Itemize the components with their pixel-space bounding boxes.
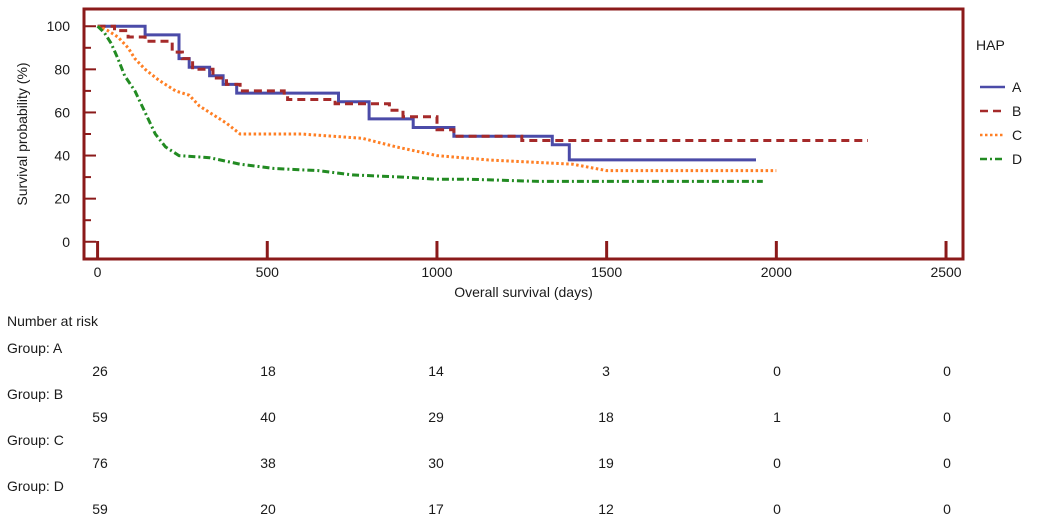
risk-group-label: Group: A bbox=[7, 340, 63, 356]
risk-count: 0 bbox=[773, 455, 781, 471]
x-tick-label: 1000 bbox=[421, 264, 452, 280]
risk-group-label: Group: B bbox=[7, 386, 63, 402]
risk-count: 0 bbox=[943, 455, 951, 471]
risk-count: 40 bbox=[260, 409, 276, 425]
y-tick-label: 20 bbox=[54, 191, 70, 207]
legend-label-c: C bbox=[1012, 127, 1022, 143]
plot-frame bbox=[82, 7, 965, 261]
y-tick-label: 0 bbox=[62, 234, 70, 250]
survival-curves bbox=[96, 24, 868, 183]
series-c-line bbox=[97, 24, 777, 173]
series-b-line bbox=[97, 24, 868, 142]
legend-label-d: D bbox=[1012, 151, 1022, 167]
risk-count: 0 bbox=[943, 363, 951, 379]
risk-table-title: Number at risk bbox=[7, 313, 99, 329]
y-tick-label: 100 bbox=[47, 18, 71, 34]
y-tick-label: 40 bbox=[54, 148, 70, 164]
legend-title: HAP bbox=[976, 37, 1005, 53]
risk-count: 76 bbox=[92, 455, 108, 471]
risk-count: 18 bbox=[260, 363, 276, 379]
risk-count: 59 bbox=[92, 501, 108, 517]
y-tick-label: 80 bbox=[54, 61, 70, 77]
x-tick-label: 1500 bbox=[591, 264, 622, 280]
risk-count: 0 bbox=[773, 501, 781, 517]
x-tick-label: 2500 bbox=[930, 264, 961, 280]
series-a-line bbox=[97, 24, 756, 162]
legend-label-a: A bbox=[1012, 79, 1022, 95]
risk-group-label: Group: C bbox=[7, 432, 64, 448]
x-tick-label: 0 bbox=[94, 264, 102, 280]
risk-count: 30 bbox=[428, 455, 444, 471]
risk-count: 14 bbox=[428, 363, 444, 379]
y-axis-title: Survival probability (%) bbox=[14, 62, 30, 205]
risk-count: 38 bbox=[260, 455, 276, 471]
risk-count: 3 bbox=[602, 363, 610, 379]
series-d-line bbox=[96, 25, 763, 183]
risk-count: 18 bbox=[598, 409, 614, 425]
legend-label-b: B bbox=[1012, 103, 1021, 119]
risk-count: 12 bbox=[598, 501, 614, 517]
x-tick-label: 500 bbox=[256, 264, 280, 280]
x-axis-title: Overall survival (days) bbox=[454, 284, 592, 300]
risk-count: 0 bbox=[943, 501, 951, 517]
risk-count: 17 bbox=[428, 501, 444, 517]
risk-count: 1 bbox=[773, 409, 781, 425]
x-tick-label: 2000 bbox=[761, 264, 792, 280]
risk-count: 0 bbox=[943, 409, 951, 425]
risk-count: 26 bbox=[92, 363, 108, 379]
risk-count: 19 bbox=[598, 455, 614, 471]
risk-count: 29 bbox=[428, 409, 444, 425]
risk-group-label: Group: D bbox=[7, 478, 64, 494]
risk-count: 0 bbox=[773, 363, 781, 379]
risk-count: 59 bbox=[92, 409, 108, 425]
y-tick-label: 60 bbox=[54, 104, 70, 120]
risk-count: 20 bbox=[260, 501, 276, 517]
